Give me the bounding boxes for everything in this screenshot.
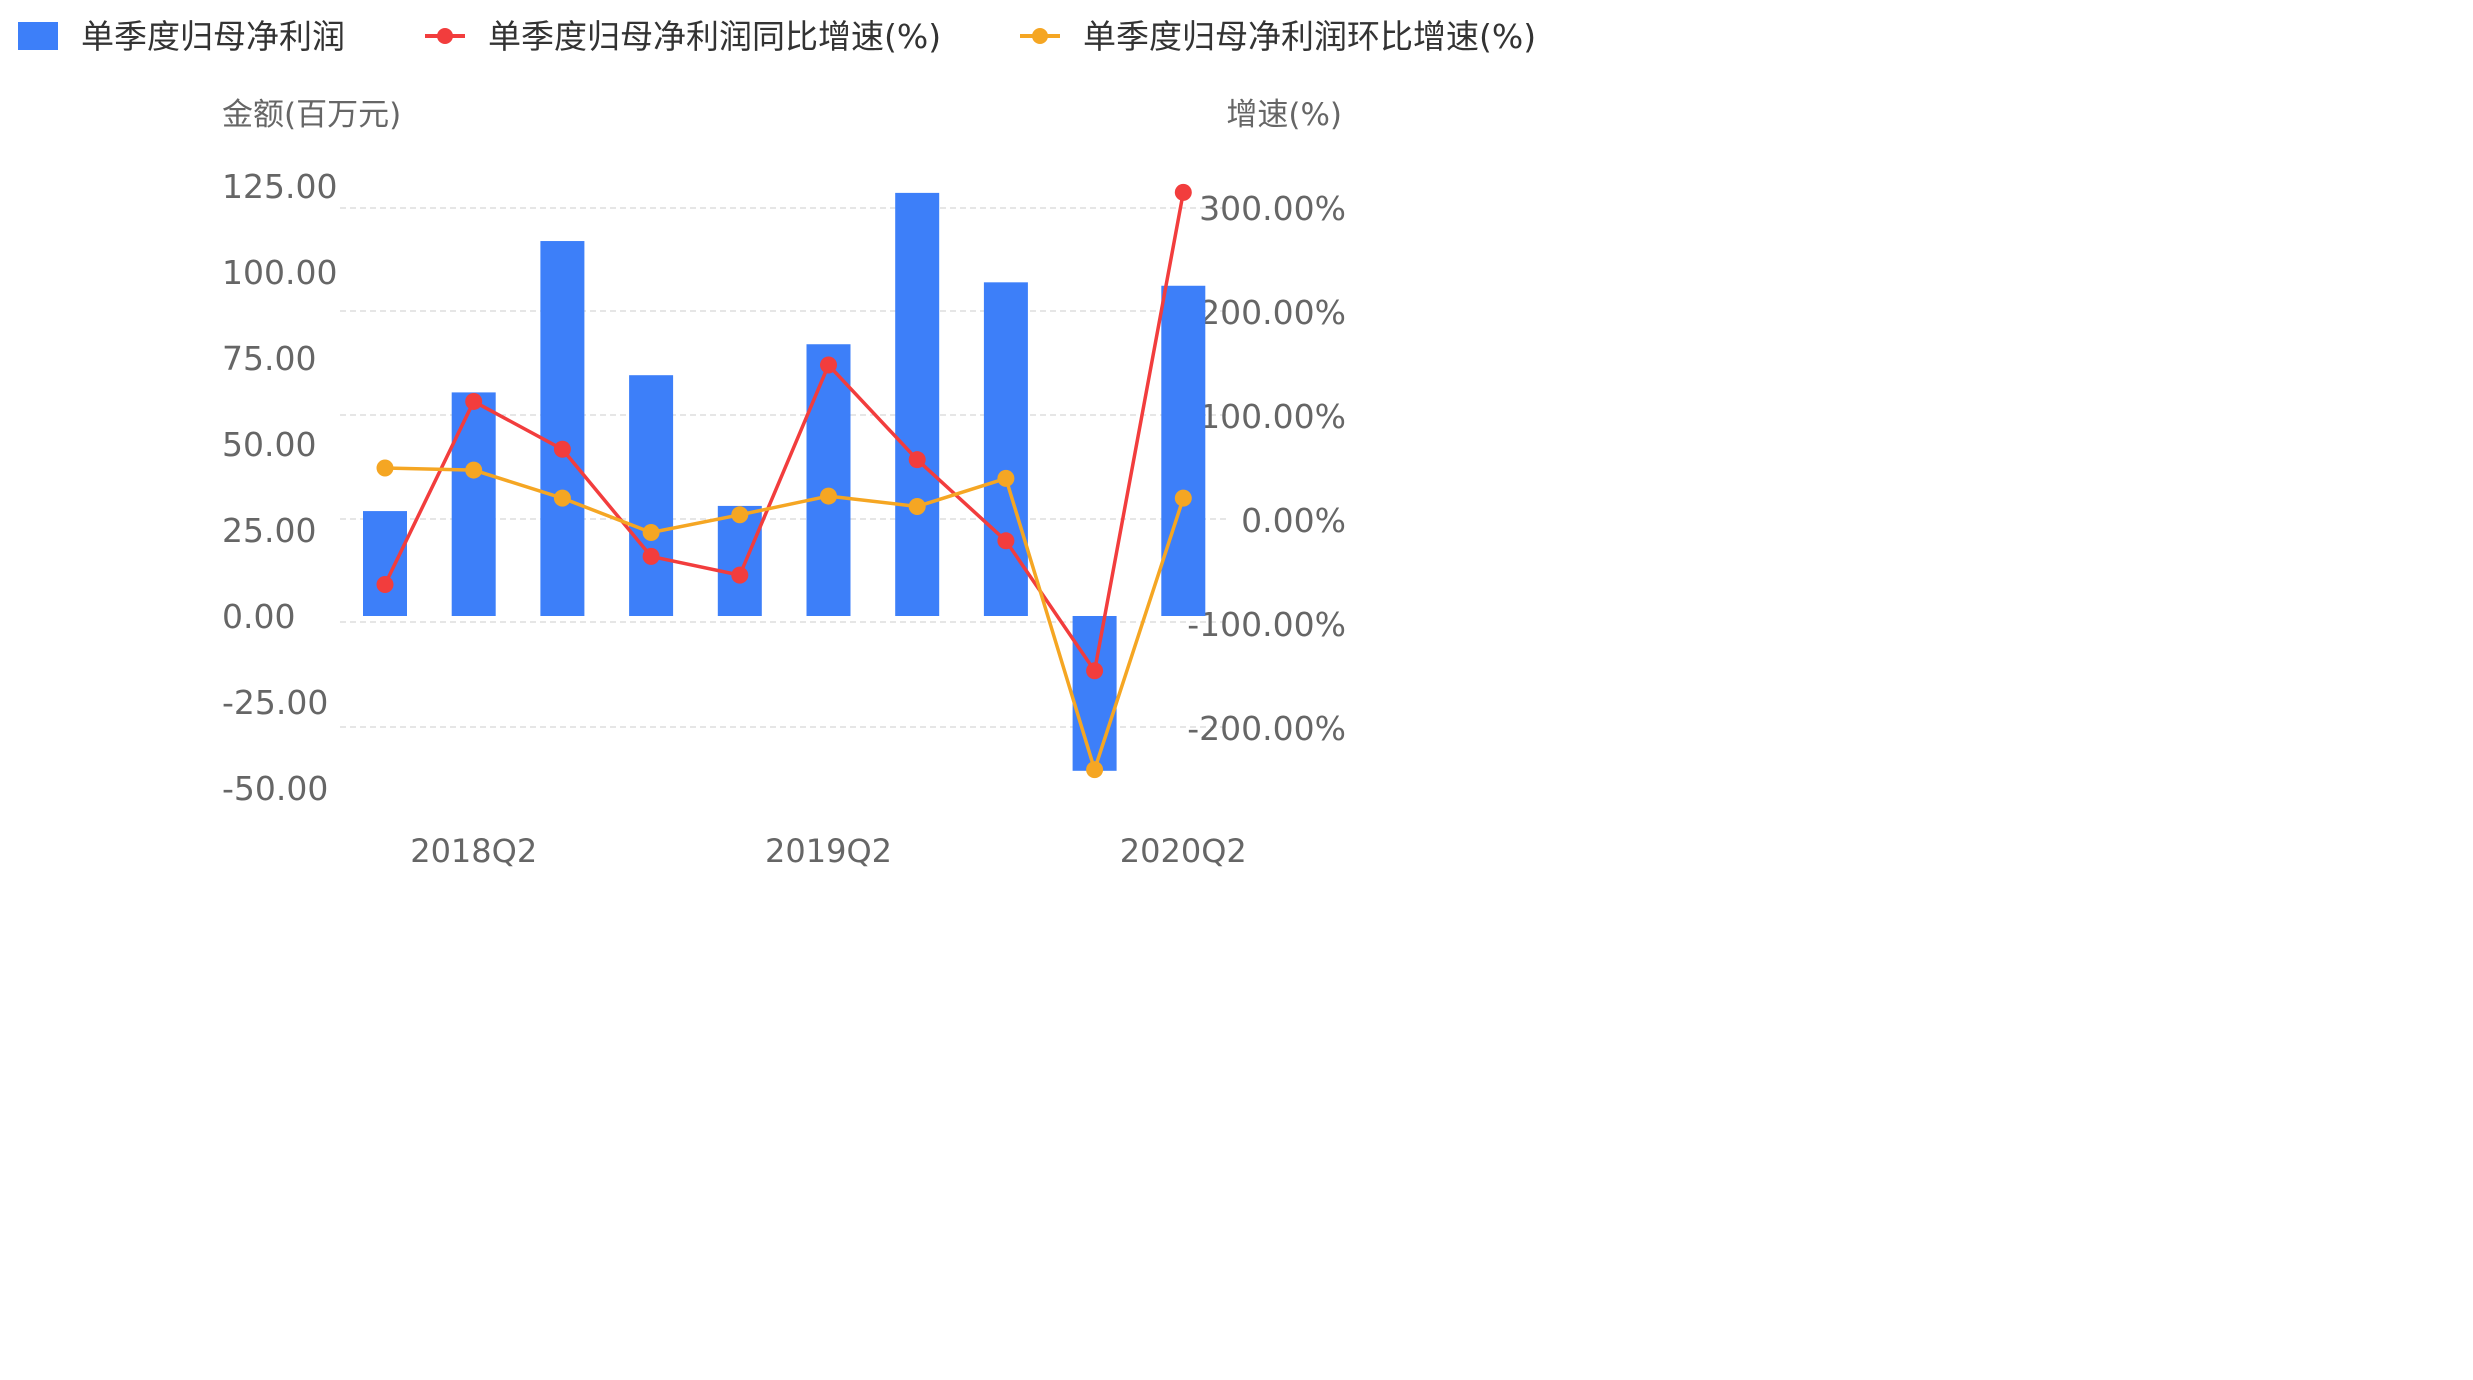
series-point <box>376 459 394 477</box>
series-point <box>1174 489 1192 507</box>
series-point <box>731 506 749 524</box>
left-axis-ticks: 125.00 100.00 75.00 50.00 25.00 0.00 -25.00 -50… <box>222 167 337 808</box>
legend-marker <box>437 28 453 44</box>
profit-chart: 单季度归母净利润 单季度归母净利润同比增速(%) 单季度归母净利润环比增速(%) 金… <box>18 17 1536 870</box>
legend-label: 单季度归母净利润同比增速(%) <box>488 17 941 56</box>
left-tick-label: 0.00 <box>222 597 295 636</box>
profit-bar <box>363 511 407 616</box>
series-point <box>731 566 749 584</box>
series-point <box>642 523 660 541</box>
growth-lines <box>376 183 1192 779</box>
right-tick-label: -200.00% <box>1187 709 1346 748</box>
x-tick-label: 2018Q2 <box>410 832 537 870</box>
series-point <box>820 487 837 505</box>
x-tick-label: 2019Q2 <box>765 832 892 870</box>
left-tick-label: 50.00 <box>222 425 316 464</box>
profit-bar <box>451 392 496 616</box>
series-point <box>376 575 394 593</box>
profit-bars <box>363 192 1206 771</box>
right-axis-ticks: 300.00% 200.00% 100.00% 0.00% -100.00% -200.0… <box>1187 189 1346 748</box>
profit-bar <box>717 505 762 616</box>
right-tick-label: 200.00% <box>1199 293 1346 332</box>
left-tick-label: 125.00 <box>222 167 337 206</box>
legend-item: 单季度归母净利润环比增速(%) <box>1020 17 1536 56</box>
series-point <box>908 497 926 515</box>
legend-item: 单季度归母净利润同比增速(%) <box>425 17 941 56</box>
right-tick-label: -100.00% <box>1187 605 1346 644</box>
left-tick-label: -25.00 <box>222 683 328 722</box>
series-point <box>642 547 660 565</box>
series-point <box>1174 183 1192 201</box>
series-point <box>997 532 1015 550</box>
right-tick-label: 300.00% <box>1199 189 1346 228</box>
left-axis-title: 金额(百万元) <box>222 97 401 133</box>
series-point <box>820 356 837 374</box>
series-point <box>997 469 1015 487</box>
series-point <box>553 489 571 507</box>
series-point <box>465 392 483 410</box>
legend: 单季度归母净利润 单季度归母净利润同比增速(%) 单季度归母净利润环比增速(%) <box>18 17 1536 56</box>
x-axis-labels: 2018Q2 2019Q2 2020Q2 <box>410 832 1247 870</box>
profit-bar <box>540 241 585 617</box>
right-tick-label: 100.00% <box>1199 397 1346 436</box>
left-tick-label: 100.00 <box>222 253 337 292</box>
legend-swatch <box>18 22 58 50</box>
left-tick-label: 75.00 <box>222 339 316 378</box>
right-tick-label: 0.00% <box>1241 501 1346 540</box>
series-point <box>1086 662 1104 680</box>
series-point <box>908 451 926 469</box>
series-point <box>553 440 571 458</box>
legend-item: 单季度归母净利润 <box>18 17 345 56</box>
profit-bar <box>1072 616 1117 771</box>
x-tick-label: 2020Q2 <box>1120 832 1247 870</box>
series-point <box>1086 761 1104 779</box>
profit-bar <box>629 375 674 616</box>
series-line <box>384 466 1185 772</box>
right-axis-title: 增速(%) <box>1226 97 1342 133</box>
profit-bar <box>1161 285 1206 616</box>
qoq-growth-series <box>376 459 1192 779</box>
left-tick-label: 25.00 <box>222 511 316 550</box>
series-line <box>383 192 1186 673</box>
profit-bar <box>806 344 851 616</box>
legend-label: 单季度归母净利润 <box>81 17 345 56</box>
yoy-growth-series <box>376 183 1192 680</box>
legend-marker <box>1032 28 1048 44</box>
profit-bar <box>895 192 940 616</box>
series-point <box>465 461 483 479</box>
legend-label: 单季度归母净利润环比增速(%) <box>1083 17 1536 56</box>
left-tick-label: -50.00 <box>222 769 328 808</box>
